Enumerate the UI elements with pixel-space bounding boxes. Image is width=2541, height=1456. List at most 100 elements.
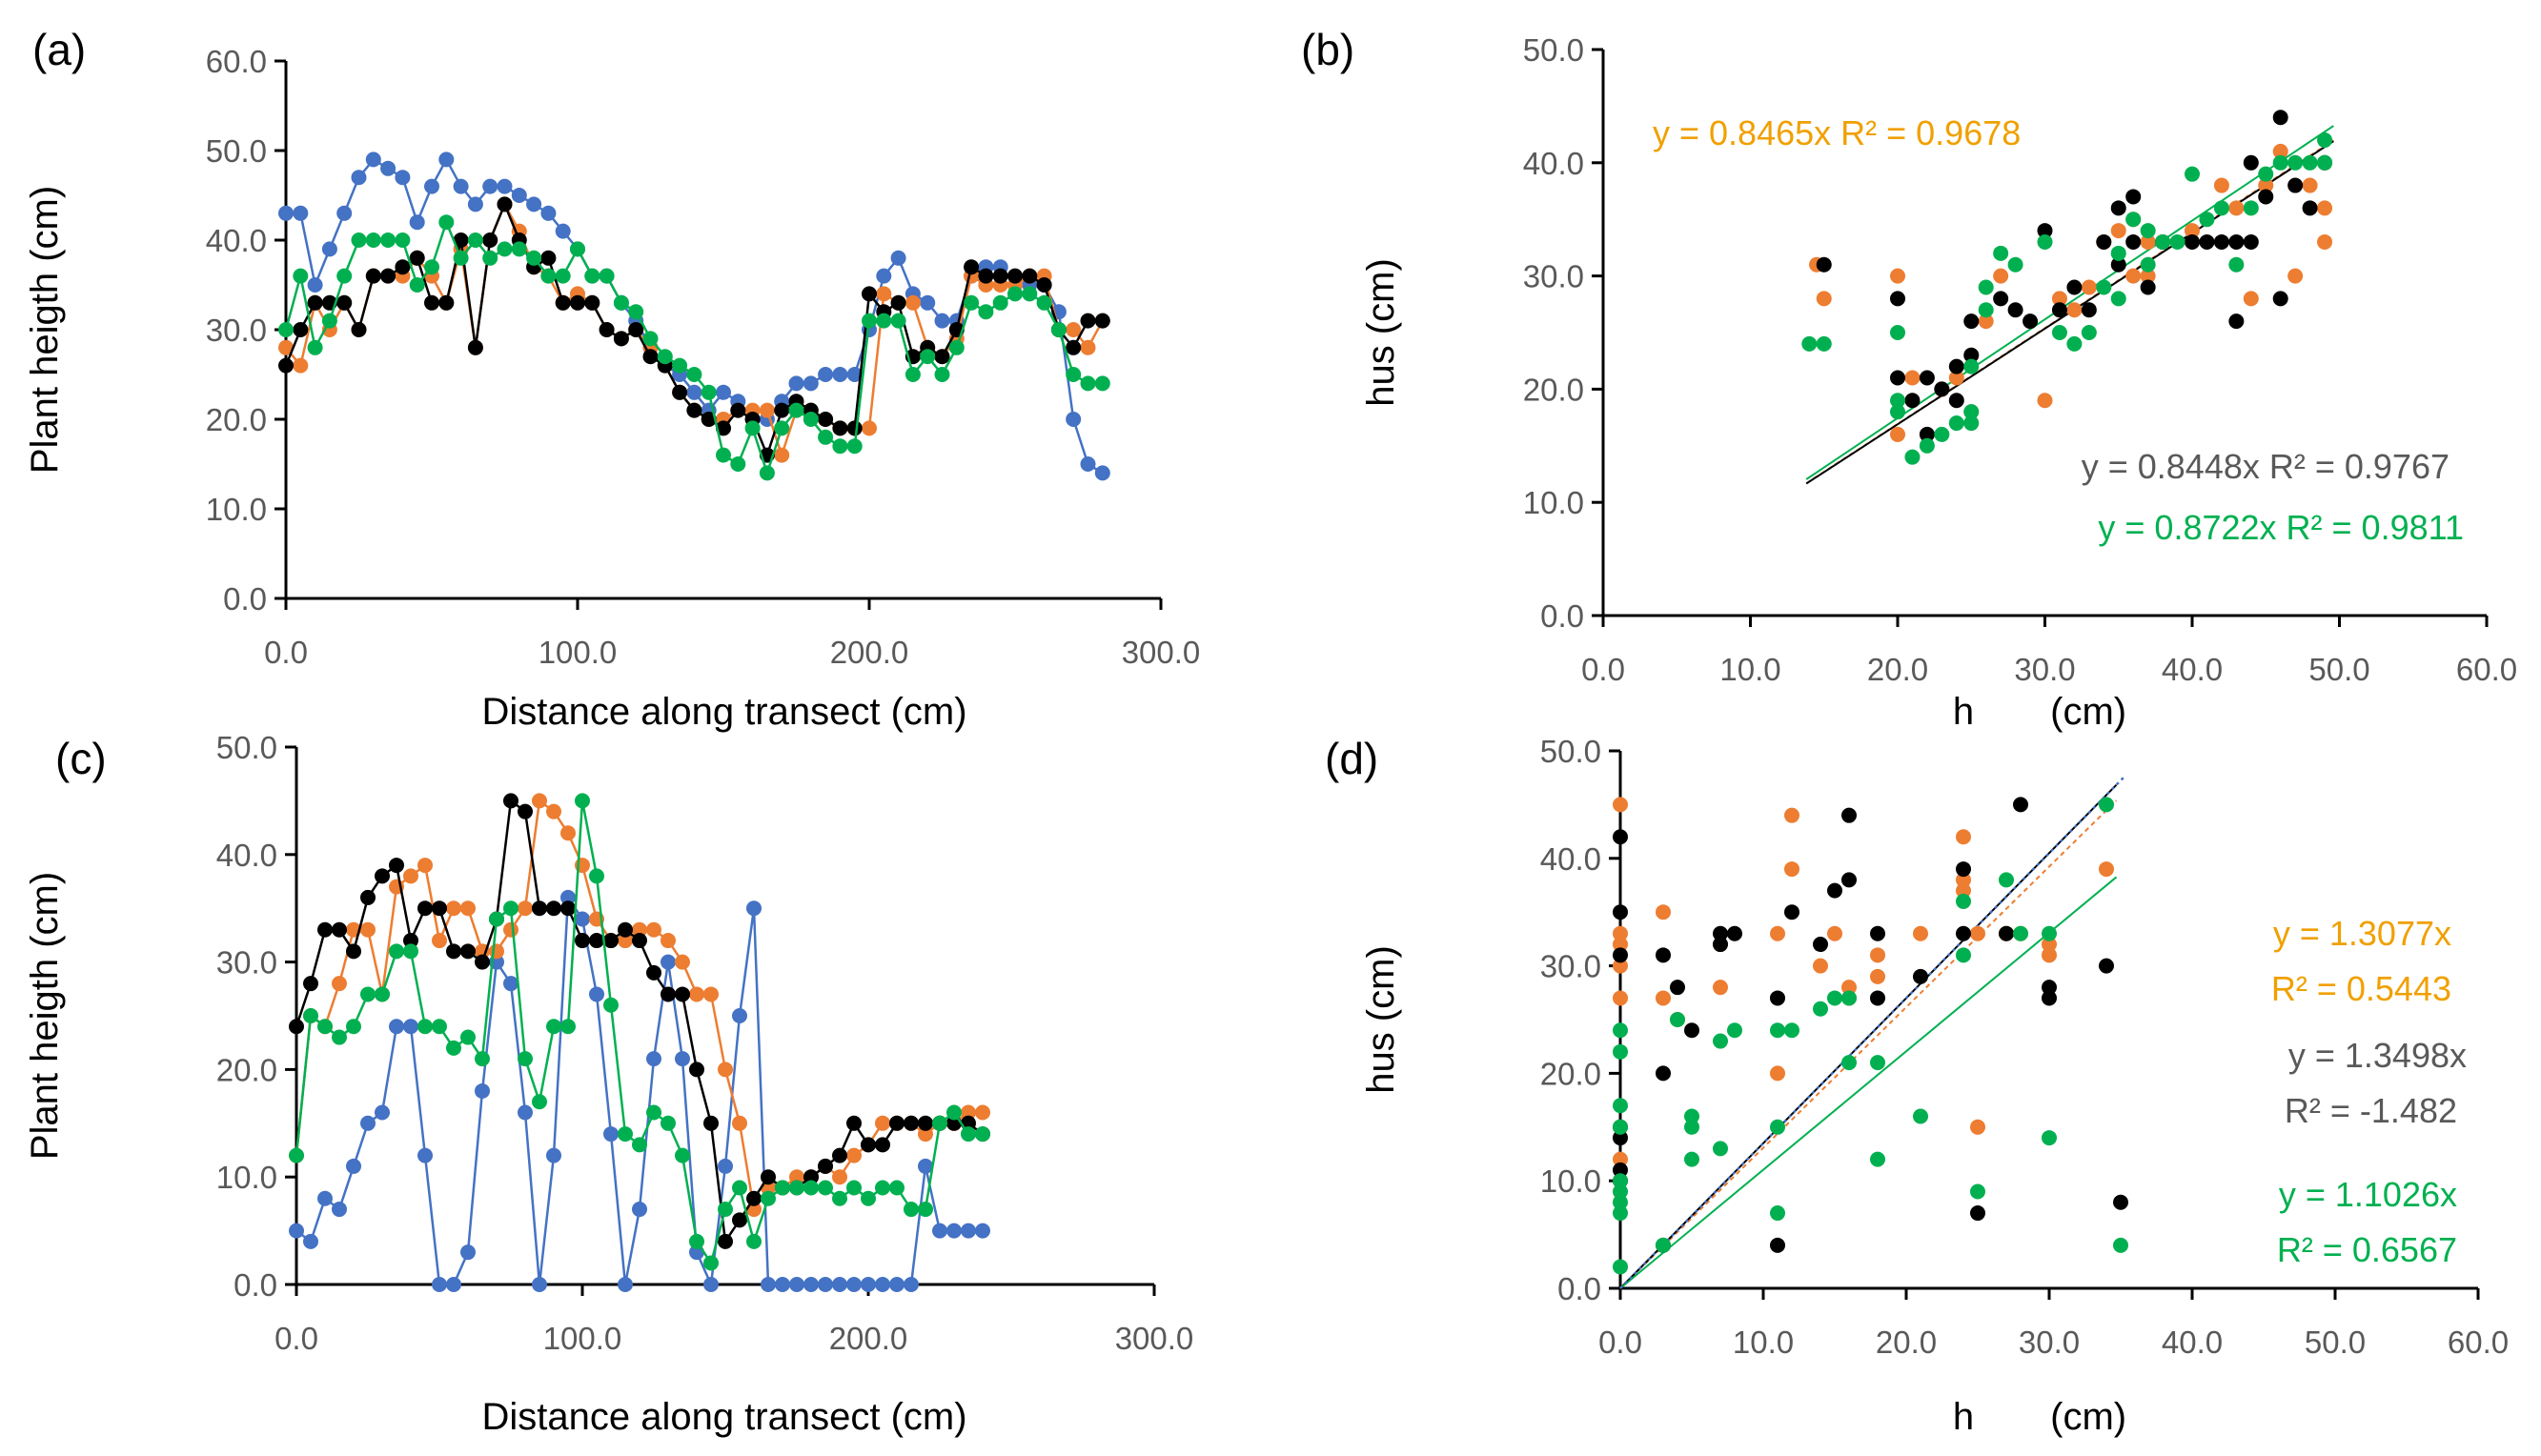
panel-c: 0.0 10.0 20.0 30.0 40.0 50.0 0.0 100.0 200.0 300.… (24, 730, 1193, 1438)
data-point-black (1841, 872, 1857, 888)
y-tick-label: 30.0 (206, 313, 267, 348)
data-point-black (701, 412, 717, 427)
data-point-black (2228, 233, 2245, 250)
data-point-orange (632, 921, 647, 938)
x-tick-label: 200.0 (829, 1321, 908, 1356)
data-point-orange (1613, 990, 1628, 1006)
regression-annotation: y = 0.8465x R² = 0.9678 (1653, 113, 2021, 152)
data-point-green (876, 313, 892, 329)
data-point-orange (1813, 958, 1828, 974)
data-point-blue (365, 152, 381, 168)
data-point-black (317, 921, 333, 938)
trendline-green (1619, 876, 2118, 1289)
data-point-green (2081, 325, 2097, 340)
data-point-green (584, 268, 600, 284)
panel-a: 0.0 10.0 20.0 30.0 40.0 50.0 60.0 0.0 100.0 200.0… (24, 25, 1200, 733)
data-point-black (346, 943, 361, 960)
panel-label: (b) (1301, 25, 1354, 74)
data-point-blue (460, 1244, 476, 1261)
data-point-green (803, 412, 819, 427)
data-point-orange (1080, 339, 1096, 355)
data-point-green (1816, 335, 1832, 352)
data-point-black (2287, 177, 2304, 193)
data-point-orange (618, 933, 633, 949)
data-point-orange (862, 420, 877, 436)
data-point-green (689, 1233, 704, 1249)
data-point-black (2007, 302, 2023, 318)
data-point-orange (759, 402, 775, 418)
data-point-blue (718, 1158, 733, 1174)
data-point-blue (475, 1082, 490, 1099)
data-point-green (628, 304, 644, 320)
data-point-black (336, 294, 353, 311)
data-point-green (526, 250, 542, 266)
data-point-green (632, 1137, 647, 1153)
data-point-green (2037, 233, 2053, 250)
data-point-black (862, 286, 877, 302)
data-point-black (2243, 233, 2259, 250)
data-point-green (890, 313, 906, 329)
data-point-blue (890, 250, 906, 266)
data-point-green (992, 294, 1008, 311)
data-point-black (846, 420, 863, 436)
data-point-blue (875, 1277, 890, 1292)
data-point-black (2066, 279, 2083, 295)
data-point-green (686, 367, 702, 382)
data-point-green (1841, 990, 1857, 1006)
data-point-black (475, 954, 490, 970)
data-point-black (2042, 980, 2057, 996)
data-point-orange (789, 1169, 804, 1185)
data-point-orange (403, 868, 418, 884)
data-point-orange (1613, 958, 1628, 974)
data-point-black (555, 294, 571, 311)
data-point-black (774, 402, 790, 418)
data-point-black (2099, 958, 2114, 974)
data-point-black (832, 420, 848, 436)
x-tick-label: 60.0 (2456, 652, 2517, 687)
data-point-black (675, 986, 690, 1002)
data-point-orange (703, 986, 719, 1002)
data-point-orange (278, 339, 294, 355)
data-point-black (934, 349, 950, 365)
data-point-blue (467, 196, 483, 212)
data-point-black (1870, 990, 1885, 1006)
data-point-green (532, 1094, 547, 1110)
data-point-green (1890, 393, 1905, 409)
data-point-green (744, 420, 761, 436)
data-point-orange (1956, 882, 1971, 899)
data-point-orange (774, 447, 790, 463)
data-point-black (1956, 861, 1971, 878)
data-point-orange (1770, 925, 1785, 941)
data-point-blue (818, 367, 834, 382)
data-point-blue (788, 375, 804, 392)
data-point-black (2013, 797, 2028, 813)
data-point-blue (918, 1158, 933, 1174)
data-point-black (992, 268, 1008, 284)
y-tick-label: 30.0 (216, 945, 277, 981)
regression-annotation: R² = 0.6567 (2277, 1230, 2457, 1269)
data-point-green (1934, 426, 1950, 442)
trendline-orange (1619, 799, 2118, 1289)
data-point-green (675, 1147, 690, 1163)
data-point-green (818, 1180, 833, 1196)
data-point-black (703, 1115, 719, 1131)
data-point-black (438, 294, 455, 311)
x-tick-label: 300.0 (1115, 1321, 1194, 1356)
data-point-blue (661, 954, 676, 970)
data-point-green (317, 1019, 333, 1035)
data-point-black (1963, 313, 1980, 330)
data-point-green (846, 438, 863, 455)
data-point-blue (846, 1277, 862, 1292)
data-point-green (1784, 1022, 1799, 1039)
data-point-black (2125, 189, 2142, 205)
data-point-black (446, 943, 461, 960)
data-point-black (2042, 990, 2057, 1006)
data-point-green (1670, 1012, 1685, 1027)
data-point-orange (1784, 807, 1799, 823)
data-point-green (2317, 154, 2333, 171)
data-point-orange (961, 1104, 976, 1121)
data-point-green (1963, 358, 1980, 374)
data-point-blue (278, 205, 294, 221)
data-point-orange (918, 1126, 933, 1143)
data-point-green (1770, 1022, 1785, 1039)
